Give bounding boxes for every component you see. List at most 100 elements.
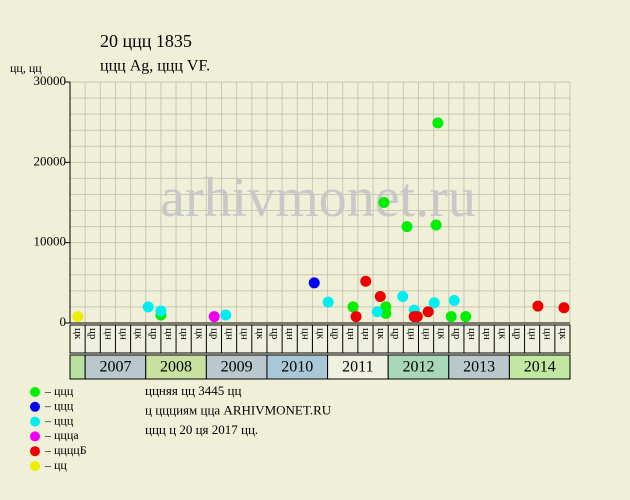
legend-label: – ццц: [44, 384, 74, 398]
column-label: цн: [542, 328, 554, 340]
column-label: цн: [299, 328, 311, 340]
point: [448, 295, 460, 307]
legend-label: – ццц: [44, 399, 74, 413]
column-label: цк: [193, 328, 205, 340]
column-label: цк: [72, 328, 84, 340]
point: [558, 302, 570, 314]
year-label: 2012: [402, 359, 434, 376]
point: [360, 275, 372, 287]
column-label: цр: [511, 328, 523, 340]
year-band: [205, 354, 268, 380]
column-label: цн: [102, 328, 114, 340]
column-label: цр: [390, 328, 402, 340]
y-tick-label: 30000: [34, 73, 67, 88]
legend-marker: [30, 401, 40, 412]
column-label: цн: [360, 328, 372, 340]
legend-label: – ццц: [44, 413, 74, 427]
year-label: 2009: [221, 359, 253, 376]
year-band: [387, 354, 450, 380]
column-label: цн: [224, 328, 236, 340]
column-label: цн: [405, 328, 417, 340]
point: [445, 311, 457, 323]
point: [374, 290, 386, 302]
legend-marker: [30, 387, 40, 397]
column-label: цн: [481, 328, 493, 340]
point: [308, 277, 320, 289]
y-tick-label: 20000: [34, 153, 67, 168]
point: [220, 309, 232, 321]
year-label: 2014: [524, 359, 556, 376]
column-label: цк: [557, 328, 569, 340]
column-label: цк: [375, 328, 387, 340]
year-band: [448, 354, 510, 380]
legend-marker: [30, 446, 40, 457]
chart-title: 20 ццц 1835: [100, 31, 192, 51]
legend-marker: [30, 416, 40, 427]
point: [430, 219, 442, 231]
column-label: цк: [314, 328, 326, 340]
column-row: [69, 324, 571, 354]
point: [422, 306, 434, 318]
year-label: 2008: [160, 359, 192, 376]
column-label: цр: [330, 328, 342, 340]
column-label: цн: [239, 328, 251, 340]
plot-area: [70, 82, 570, 323]
year-label: 2013: [463, 359, 495, 376]
point: [428, 297, 440, 309]
y-tick-label: 10000: [34, 234, 67, 249]
note: ццц ц 20 ця 2017 цц.: [145, 422, 258, 437]
note: ц ццциям цца ARHIVMONET.RU: [145, 402, 332, 417]
column-label: цн: [284, 328, 296, 340]
column-label: цр: [269, 328, 281, 340]
column-label: цн: [163, 328, 175, 340]
column-label: цн: [527, 328, 539, 340]
column-label: цк: [436, 328, 448, 340]
column-label: цк: [133, 328, 145, 340]
point: [380, 307, 392, 319]
point: [532, 300, 544, 312]
point: [208, 311, 220, 323]
year-lead: [69, 354, 86, 380]
column-label: цр: [148, 328, 160, 340]
year-band: [145, 354, 207, 380]
year-band: [508, 354, 571, 380]
point: [432, 117, 444, 129]
legend-label: – ццца: [44, 428, 79, 442]
y-tick-label: 0: [60, 314, 67, 329]
chart-subtitle: ццц Ag, ццц VF.: [100, 58, 210, 75]
watermark: arhivmonet.ru: [160, 167, 476, 229]
point: [155, 305, 167, 317]
point: [142, 301, 154, 313]
legend-marker: [30, 461, 40, 471]
column-label: цн: [345, 328, 357, 340]
year-label: 2011: [342, 359, 373, 376]
point: [401, 221, 413, 233]
note: ццняя цц 3445 цц: [145, 383, 241, 398]
column-label: цр: [87, 328, 99, 340]
legend-marker: [30, 431, 40, 442]
point: [378, 197, 390, 208]
legend-label: – цц: [44, 458, 67, 472]
y-axis-label: цц, цц: [10, 61, 42, 75]
year-band: [327, 354, 389, 380]
point: [322, 296, 334, 308]
column-label: цк: [254, 328, 266, 340]
point: [460, 311, 472, 323]
column-label: цн: [421, 328, 433, 340]
point: [397, 290, 409, 302]
column-label: цк: [496, 328, 508, 340]
column-label: цр: [451, 328, 463, 340]
point: [411, 311, 423, 323]
point: [350, 311, 362, 323]
column-label: цн: [466, 328, 478, 340]
point: [371, 306, 383, 318]
column-label: цн: [178, 328, 190, 340]
column-label: цн: [117, 328, 129, 340]
column-label: цр: [208, 328, 220, 340]
legend-label: – ццццБ: [44, 443, 87, 457]
year-label: 2007: [99, 359, 131, 376]
point: [72, 311, 84, 323]
year-label: 2010: [281, 359, 313, 376]
point: [347, 301, 359, 313]
